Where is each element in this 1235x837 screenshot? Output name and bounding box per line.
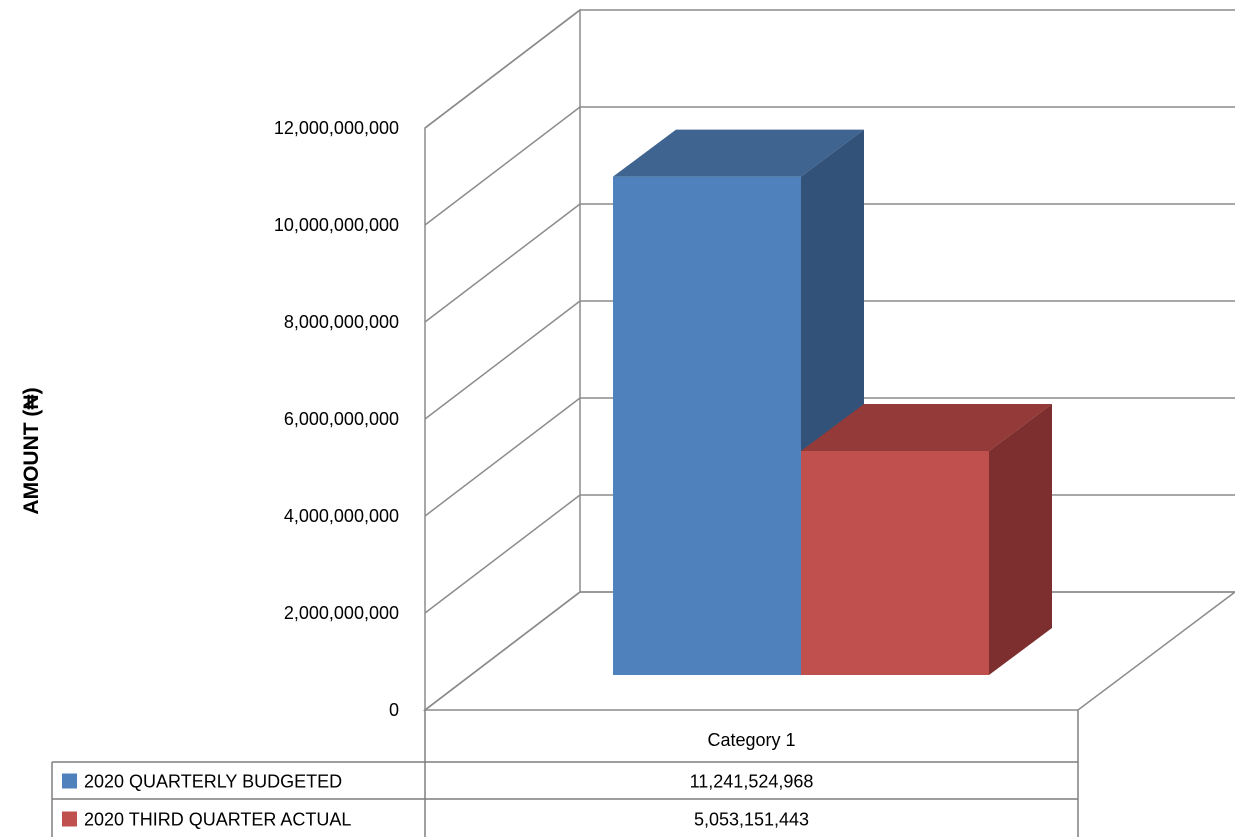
- y-tick-label: 6,000,000,000: [284, 409, 399, 429]
- legend-key: [62, 811, 77, 827]
- legend-label: 2020 THIRD QUARTER ACTUAL: [84, 810, 351, 830]
- y-tick-label: 4,000,000,000: [284, 506, 399, 526]
- bar: [801, 450, 989, 675]
- bars: [613, 129, 1052, 675]
- bar-side: [989, 403, 1052, 675]
- gridline-side: [424, 300, 581, 420]
- y-tick-label: 8,000,000,000: [284, 312, 399, 332]
- gridline-side: [424, 494, 581, 614]
- gridline-side: [424, 9, 581, 129]
- y-tick-label: 2,000,000,000: [284, 603, 399, 623]
- legend-key: [62, 773, 77, 789]
- bar-top: [613, 129, 864, 177]
- bar: [613, 176, 801, 675]
- legend-label: 2020 QUARTERLY BUDGETED: [84, 772, 342, 792]
- bar-top: [801, 403, 1052, 451]
- gridline-side: [424, 591, 581, 711]
- y-axis-ticks: 0 2,000,000,000 4,000,000,000 6,000,000,000…: [274, 118, 399, 720]
- data-table-value: 11,241,524,968: [690, 772, 814, 792]
- gridline-side: [424, 106, 581, 226]
- y-tick-label: 10,000,000,000: [274, 215, 399, 235]
- y-tick-label: 0: [389, 700, 399, 720]
- data-table: Category 1 2020 QUARTERLY BUDGETED 11,241,…: [51, 710, 1079, 837]
- data-table-value: 5,053,151,443: [694, 810, 809, 830]
- category-label: Category 1: [707, 730, 795, 750]
- gridline-side: [424, 397, 581, 517]
- y-tick-label: 12,000,000,000: [274, 118, 399, 138]
- gridline-side: [424, 203, 581, 323]
- y-axis-label: AMOUNT (₦): [20, 387, 43, 514]
